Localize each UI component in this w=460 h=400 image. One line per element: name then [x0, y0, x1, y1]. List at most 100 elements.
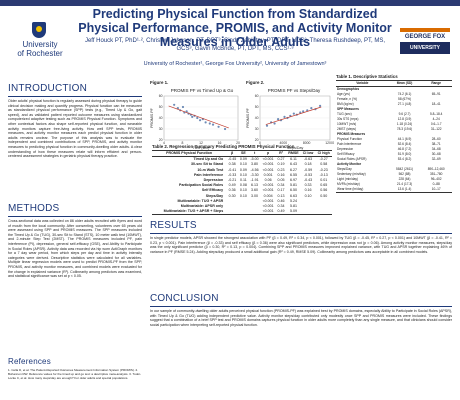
descriptive-group-row: PROMIS Measures [336, 132, 452, 137]
descriptive-table-row: Self Efficacy 51.9 (8.0) 30–68 [336, 152, 452, 157]
regression-cell: 0.38 [228, 162, 236, 167]
descriptive-row-label: Demographics [337, 87, 360, 91]
descriptive-cell: 0.6–1.7 [430, 122, 442, 126]
regression-cell: -0.33 [228, 172, 237, 177]
descriptive-row-label: Steps/Day [337, 167, 352, 171]
y-tick-label: 30 [255, 127, 259, 131]
regression-cell: -0.43 [303, 178, 313, 183]
descriptive-header-cell: Mean (SD) [388, 80, 421, 87]
descriptive-cell: 9.6 (2.7) [398, 112, 411, 116]
george-fox-logo: GEORGE FOX UNIVERSITY [400, 28, 450, 58]
descriptive-table-row: MVPA (min/day) 21.4 (17.3) 0–88 [336, 182, 452, 187]
descriptive-table-row: Physical Function 44.1 (6.9) 28–60 [336, 137, 452, 142]
data-point [223, 127, 227, 131]
regression-cell: 0.49 [275, 209, 287, 216]
x-tick-label: 8 [182, 141, 184, 145]
regression-cell: 0.001 [263, 172, 273, 177]
x-tick-label: 4 [163, 141, 165, 145]
regression-cell: 0.46 [277, 198, 285, 203]
descriptive-cell: 96–402 [430, 177, 442, 181]
descriptive-table-row: Female, n (%) 58 (67%) [336, 97, 452, 102]
regression-cell: 3.00 [251, 193, 259, 198]
regression-row-label: Self Efficacy [201, 188, 224, 193]
regression-cell: -0.45 [228, 157, 237, 162]
regression-cell: 0.36 [228, 188, 236, 193]
figure2-plot-area: 20 30 40 50 60 0 4000 8000 12000 Steps/Day PROMIS … [246, 94, 334, 150]
descriptive-row-label: Light (min/day) [337, 177, 359, 181]
regression-cell: 6.55 [289, 172, 297, 177]
descriptive-cell: 0–88 [432, 182, 440, 186]
descriptive-row-label: Social Roles (APSR) [337, 157, 367, 161]
regression-row-label: 10-m Walk Test [197, 167, 224, 172]
data-point [318, 104, 322, 107]
regression-cell: 0.05 [277, 178, 285, 183]
descriptive-table-row: 30s STS (reps) 12.8 (3.9) 4–24 [336, 117, 452, 122]
descriptive-row-label: BMI (kg/m²) [337, 102, 354, 106]
regression-cell: 0.50 [320, 193, 328, 198]
regression-header-cell: t [248, 149, 261, 158]
data-point [302, 110, 305, 113]
descriptive-cell: 12.8 (3.9) [397, 117, 412, 121]
regression-table-row: Participation Social Roles 0.49 0.08 6.13 <0… [152, 183, 332, 188]
data-point [217, 125, 220, 128]
regression-row-label: Multivariable: APSR only [180, 204, 224, 209]
logo-left-line2: of Rochester [17, 49, 63, 58]
descriptive-row-label: Depression [337, 147, 354, 151]
data-point [265, 124, 269, 127]
descriptive-cell: 228 (64) [398, 177, 411, 181]
affiliations: University of Rochester¹, George Fox Uni… [143, 61, 327, 67]
y-tick-label: 40 [255, 116, 259, 120]
data-point [176, 107, 179, 110]
regression-header-cell: CI low [300, 149, 316, 158]
descriptive-row-label: Sedentary (min/day) [337, 172, 366, 176]
descriptive-cell: 28–60 [431, 137, 441, 141]
conclusion-rule [150, 306, 452, 307]
descriptive-cell: 53.4 (8.2) [397, 157, 412, 161]
introduction-heading: INTRODUCTION [8, 83, 88, 94]
regression-cell: 0.16 [304, 188, 312, 193]
regression-table-row: Timed Up and Go -0.45 0.09 -5.00 <0.001 0.27 6… [152, 157, 332, 163]
x-tick-label: 4000 [280, 141, 288, 145]
regression-cell [238, 209, 249, 216]
regression-cell: 0.11 [239, 178, 247, 183]
regression-table-row: 30-sec Sit to Stand 0.38 0.10 3.80 <0.001 0.1… [152, 162, 332, 167]
y-tick-label: 40 [159, 116, 163, 120]
y-tick-label: 60 [255, 94, 259, 98]
descriptive-group-row: Activity Monitor [336, 162, 452, 167]
regression-cell: -0.27 [319, 157, 328, 162]
descriptive-table-row: 10MWT (m/s) 1.18 (0.24) 0.6–1.7 [336, 122, 452, 127]
descriptive-table-row: Pain Interference 52.6 (8.4) 38–71 [336, 142, 452, 147]
regression-cell: 5.24 [289, 198, 297, 203]
regression-row-label: Pain Interference [194, 172, 224, 177]
figure1-plot-area: 20 30 40 50 60 4 8 12 16 20 TUG (sec) PROMIS PF [150, 94, 240, 150]
descriptive-table-body: Demographics Age (yrs) 74.2 (6.1) 65–91 Fema… [336, 87, 452, 193]
regression-cell: 0.65 [320, 183, 328, 188]
descriptive-cell: 78.3 (19.6) [396, 127, 413, 131]
x-tick-label: 20 [236, 141, 240, 145]
regression-cell: -4.56 [250, 167, 259, 172]
y-tick-label: 60 [159, 94, 163, 98]
regression-cell: 6.27 [289, 167, 297, 172]
descriptive-cell: 52.6 (8.4) [397, 142, 412, 146]
regression-cell: 0.17 [277, 188, 285, 193]
descriptive-cell: 32–69 [431, 157, 441, 161]
references-text: 1. Cella D, et al. The Patient-Reported … [8, 368, 142, 380]
descriptive-cell: 58 (67%) [398, 97, 411, 101]
regression-cell [300, 209, 316, 216]
regression-row-label: Depression [203, 178, 224, 183]
regression-cell: 0.27 [277, 157, 285, 162]
descriptive-cell: 74.2 (6.1) [397, 92, 412, 96]
descriptive-table-row: Social Roles (APSR) 53.4 (8.2) 32–69 [336, 157, 452, 162]
regression-row-label: Timed Up and Go [193, 157, 224, 162]
regression-table-row: Depression -0.21 0.11 -1.91 0.06 0.05 6.97 -0.4… [152, 178, 332, 183]
poster-header: University of Rochester Predicting Physi… [0, 0, 460, 78]
regression-cell: 3.80 [251, 162, 259, 167]
data-point [310, 107, 313, 110]
regression-cell: 6.43 [289, 162, 297, 167]
regression-cell [315, 209, 332, 216]
methods-heading: METHODS [8, 203, 60, 214]
data-point [299, 111, 302, 114]
regression-cell: -0.23 [319, 167, 328, 172]
x-axis-label: Steps/Day [287, 146, 304, 150]
